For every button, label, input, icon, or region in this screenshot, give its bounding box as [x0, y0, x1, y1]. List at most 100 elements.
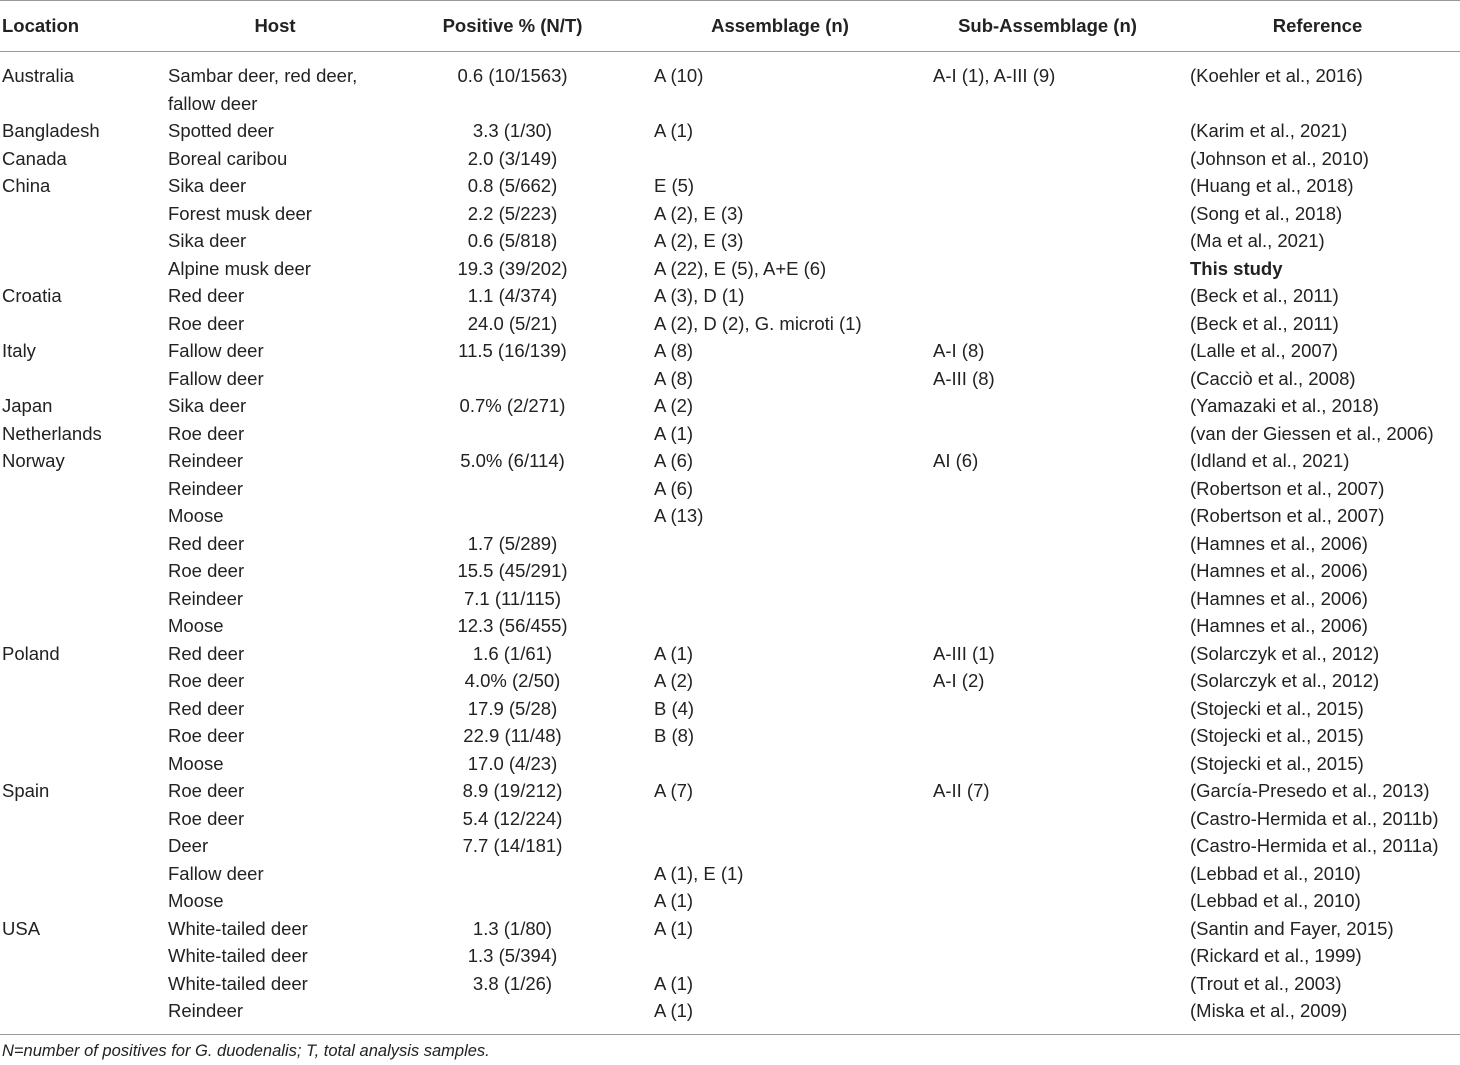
table-cell: Red deer: [168, 642, 245, 664]
table-row: Italy Fallow deer 11.5 (16/139) A (8) A-I (8…: [0, 337, 1460, 365]
table-cell: Australia: [2, 65, 74, 86]
table-cell: (Castro-Hermida et al., 2011a): [1190, 835, 1439, 856]
table-cell: (Miska et al., 2009): [1190, 1000, 1348, 1021]
table-cell: [920, 805, 1175, 833]
table-cell: Sika deer: [168, 395, 247, 416]
table-cell: A-III (8): [933, 367, 995, 389]
table-cell: 24.0 (5/21): [467, 312, 558, 334]
table-cell: Spotted deer: [168, 120, 274, 141]
table-cell: A (13): [654, 505, 704, 526]
table-cell: Reindeer: [168, 587, 244, 609]
table-cell: Reindeer: [168, 1000, 244, 1021]
table-cell: B (4): [654, 697, 695, 719]
table-cell: Forest musk deer: [168, 202, 312, 224]
table-cell: (Rickard et al., 1999): [1190, 945, 1362, 966]
table-cell: [0, 255, 165, 283]
table-cell: A (6): [654, 450, 694, 471]
table-cell: [920, 585, 1175, 613]
table-cell: 19.3 (39/202): [457, 257, 568, 279]
table-row: Roe deer 5.4 (12/224) (Castro-Hermida et a…: [0, 805, 1460, 833]
table-cell: USA: [2, 917, 41, 939]
table-cell: White-tailed deer: [168, 945, 308, 966]
table-cell: Bangladesh: [2, 120, 100, 141]
column-header: Assemblage (n): [640, 0, 920, 52]
table-cell: (Solarczyk et al., 2012): [1190, 642, 1380, 664]
table-cell: A (2): [654, 670, 694, 691]
table-cell: (Ma et al., 2021): [1190, 230, 1325, 251]
table-cell: [920, 970, 1175, 998]
table-cell: (van der Giessen et al., 2006): [1190, 422, 1434, 444]
table-cell: [920, 392, 1175, 420]
table-cell: (Huang et al., 2018): [1190, 175, 1354, 196]
table-row: Fallow deer A (1), E (1) (Lebbad et al., 2…: [0, 860, 1460, 888]
table-cell: 17.9 (5/28): [467, 697, 558, 719]
table-cell: [385, 887, 640, 915]
column-header: Positive % (N/T): [385, 0, 640, 52]
table-cell: (Robertson et al., 2007): [1190, 505, 1385, 526]
table-cell: China: [2, 175, 51, 196]
table-row: Red deer 1.7 (5/289) (Hamnes et al., 2006): [0, 530, 1460, 558]
table-cell: Japan: [2, 395, 53, 416]
table-cell: [920, 227, 1175, 255]
table-cell: 15.5 (45/291): [457, 560, 568, 581]
table-row: Moose 12.3 (56/455) (Hamnes et al., 2006): [0, 612, 1460, 640]
table-cell: [0, 722, 165, 750]
table-cell: Moose: [168, 890, 224, 911]
table-cell: 3.3 (1/30): [472, 120, 553, 141]
table-cell: (Trout et al., 2003): [1190, 972, 1342, 994]
table-cell: Sika deer: [168, 175, 247, 196]
table-row: Moose A (1) (Lebbad et al., 2010): [0, 887, 1460, 915]
table-cell: A (2): [654, 395, 694, 416]
table-row: Canada Boreal caribou 2.0 (3/149) (Johnson …: [0, 145, 1460, 173]
table-cell: [640, 750, 920, 778]
table-cell: A-I (1), A-III (9): [933, 65, 1056, 86]
table-cell: (Song et al., 2018): [1190, 202, 1343, 224]
table-cell: [920, 612, 1175, 640]
table-cell: AI (6): [933, 450, 979, 471]
table-cell: [385, 997, 640, 1034]
table-cell: A-I (8): [933, 340, 985, 361]
table-cell: (Idland et al., 2021): [1190, 450, 1350, 471]
table-cell: (Lalle et al., 2007): [1190, 340, 1339, 361]
table-cell: (Hamnes et al., 2006): [1190, 587, 1368, 609]
table-cell: 1.7 (5/289): [467, 532, 558, 554]
table-cell: [0, 942, 165, 970]
table-row: Forest musk deer 2.2 (5/223) A (2), E (3) (…: [0, 200, 1460, 228]
table-cell: (Beck et al., 2011): [1190, 312, 1339, 334]
table-cell: [640, 530, 920, 558]
table-cell: [920, 887, 1175, 915]
table-cell: [0, 750, 165, 778]
table-row: Japan Sika deer 0.7% (2/271) A (2) (Yamazaki…: [0, 392, 1460, 420]
table-cell: A-II (7): [933, 780, 990, 801]
table-cell: [920, 557, 1175, 585]
table-row: Poland Red deer 1.6 (1/61) A (1) A-III (1) (S…: [0, 640, 1460, 668]
table-cell: [920, 475, 1175, 503]
table-cell: A (1): [654, 972, 694, 994]
table-row: Reindeer A (1) (Miska et al., 2009): [0, 997, 1460, 1034]
table-row: Moose A (13) (Robertson et al., 2007): [0, 502, 1460, 530]
table-cell: Red deer: [168, 697, 245, 719]
table-cell: Moose: [168, 615, 224, 636]
table-row: Norway Reindeer 5.0% (6/114) A (6) AI (6) (Id…: [0, 447, 1460, 475]
table-cell: 7.1 (11/115): [463, 587, 562, 609]
table-cell: 0.6 (5/818): [467, 230, 558, 251]
table-cell: 8.9 (19/212): [462, 780, 563, 801]
table-row: Alpine musk deer 19.3 (39/202) A (22), E (…: [0, 255, 1460, 283]
table-cell: 0.7% (2/271): [459, 395, 566, 416]
table-cell: (Stojecki et al., 2015): [1190, 725, 1364, 746]
table-cell: 17.0 (4/23): [467, 752, 558, 774]
table-row: Bangladesh Spotted deer 3.3 (1/30) A (1) (Ka…: [0, 117, 1460, 145]
table-cell: [0, 502, 165, 530]
table-cell: [0, 695, 165, 723]
table-cell: [920, 117, 1175, 145]
table-cell: 22.9 (11/48): [463, 725, 562, 746]
table-cell: (Lebbad et al., 2010): [1190, 862, 1361, 884]
table-cell: [920, 750, 1175, 778]
table-cell: (Stojecki et al., 2015): [1190, 697, 1364, 719]
table-row: Sika deer 0.6 (5/818) A (2), E (3) (Ma et a…: [0, 227, 1460, 255]
table-cell: [0, 667, 165, 695]
table-cell: [640, 612, 920, 640]
table-cell: A (1): [654, 120, 694, 141]
table-cell: [0, 805, 165, 833]
